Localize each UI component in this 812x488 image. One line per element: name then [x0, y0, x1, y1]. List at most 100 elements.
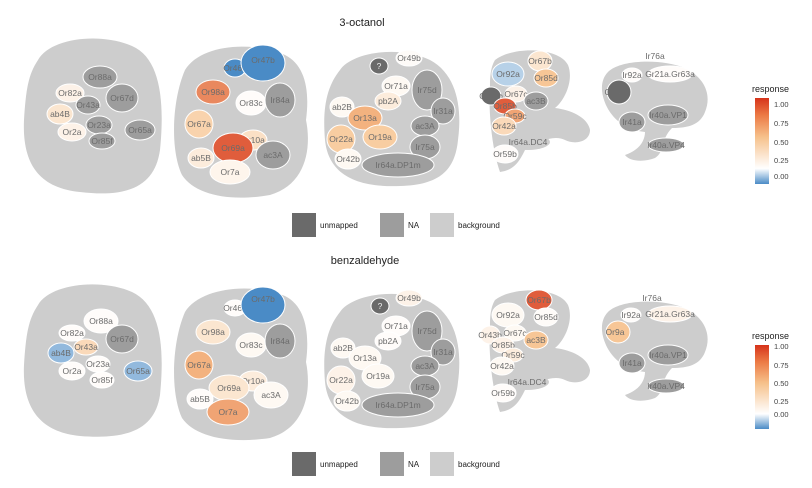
glomerulus-ir92a: Ir92a	[620, 307, 642, 323]
glomerulus-or85f: Or85f	[88, 132, 116, 150]
svg-text:Or9a: Or9a	[605, 87, 624, 97]
glomerulus-or83c: Or83c	[235, 90, 267, 116]
glomerulus-or85f: Or85f	[89, 371, 115, 389]
svg-text:ab4B: ab4B	[50, 109, 70, 119]
svg-text:ac3B: ac3B	[526, 335, 546, 345]
svg-text:Or67a: Or67a	[187, 119, 211, 129]
glomerulus-or49b: Or49b	[395, 289, 423, 307]
glomerulus-or69a: Or69a	[208, 374, 250, 402]
glomerulus-ab4b: ab4B	[47, 342, 75, 364]
colorbar-tick: 0.25	[774, 156, 789, 165]
svg-text:pb2A: pb2A	[378, 96, 398, 106]
glomerulus-ab4b: ab4B	[46, 103, 74, 125]
brain-map-1: Or88a Or82a ab4B Or43a Or67d Or2a Or23a …	[23, 284, 162, 437]
svg-text:Or67d: Or67d	[110, 93, 134, 103]
glomerulus-or43a: Or43a	[75, 95, 101, 115]
glomerulus-or59b: Or59b	[489, 383, 517, 403]
svg-text:Ir40a.VP1: Ir40a.VP1	[649, 350, 687, 360]
svg-text:Or10a: Or10a	[241, 135, 265, 145]
legend-swatch-background	[430, 452, 454, 476]
svg-text:Ir40a.VP4: Ir40a.VP4	[647, 140, 685, 150]
glomerulus-ir92a: Ir92a	[621, 67, 643, 83]
svg-text:Or59c: Or59c	[501, 350, 525, 360]
glomerulus-or22a: Or22a	[326, 124, 356, 154]
svg-text:Gr21a.Gr63a: Gr21a.Gr63a	[645, 309, 695, 319]
svg-text:Or19a: Or19a	[366, 371, 390, 381]
glomerulus-or98a: Or98a	[195, 79, 231, 105]
svg-text:Ir31a: Ir31a	[433, 106, 453, 116]
legend-swatch-background	[430, 213, 454, 237]
svg-text:Or23a: Or23a	[86, 359, 110, 369]
svg-text:Ir41a: Ir41a	[622, 117, 642, 127]
glomerulus-ab5b: ab5B	[186, 388, 214, 410]
glomerulus-or2a: Or2a	[58, 361, 86, 381]
svg-text:Ir92a: Ir92a	[622, 70, 642, 80]
glomerulus-or13a: Or13a	[347, 105, 383, 131]
svg-text:Or59b: Or59b	[491, 388, 515, 398]
svg-text:pb2A: pb2A	[378, 336, 398, 346]
glomerulus-or7a: Or7a	[206, 398, 250, 426]
glomerulus-or23a: Or23a	[85, 355, 111, 373]
glomerulus-or9a: Or9a	[605, 79, 632, 105]
legend-swatch-unmapped	[292, 452, 316, 476]
svg-text:Or13a: Or13a	[353, 113, 377, 123]
glomerulus-ir41a: Ir41a	[618, 352, 646, 374]
legend-label-unmapped: unmapped	[320, 460, 358, 469]
svg-text:Or85d: Or85d	[534, 73, 558, 83]
glomerulus-or23a: Or23a	[85, 115, 113, 135]
svg-text:Ir41a: Ir41a	[622, 358, 642, 368]
svg-text:Or69a: Or69a	[217, 383, 241, 393]
glomerulus-unmapped-question: ?	[370, 297, 390, 315]
svg-text:Or98a: Or98a	[201, 87, 225, 97]
glomerulus-unmapped-question: ?	[369, 57, 389, 75]
glomerulus-ir64a-dp1m: Ir64a.DP1m	[361, 152, 435, 178]
colorbar-tick: 1.00	[774, 342, 789, 351]
glomerulus-ir40a-vp1: Ir40a.VP1	[647, 104, 689, 126]
svg-text:Or13a: Or13a	[353, 353, 377, 363]
svg-text:Ir40a.VP4: Ir40a.VP4	[647, 381, 685, 391]
svg-text:Or42b: Or42b	[335, 396, 359, 406]
svg-text:Or9a: Or9a	[606, 327, 625, 337]
brain-map-3: ? Or49b Or71a Ir75d ab2B pb2A Ir31a Or13…	[324, 49, 460, 187]
brain-map-3: ? Or49b Or71a Ir75d ab2B pb2A Or13a Ir31…	[324, 289, 460, 429]
colorbar-gradient	[755, 98, 769, 184]
glomerulus-or98a: Or98a	[195, 319, 231, 345]
svg-text:Or59b: Or59b	[493, 149, 517, 159]
legend-swatch-na	[380, 213, 404, 237]
glomerulus-or59b: Or59b	[491, 144, 519, 164]
svg-text:Ir64a.DP1m: Ir64a.DP1m	[375, 400, 420, 410]
glomerulus-or67a: Or67a	[184, 109, 214, 139]
svg-text:Or83c: Or83c	[239, 340, 263, 350]
glomerulus-ir76a: Ir76a	[645, 51, 665, 61]
glomerulus-pb2a: pb2A	[374, 331, 402, 351]
svg-text:Ir64a.DC4: Ir64a.DC4	[508, 377, 547, 387]
glomerulus-or69a: Or69a	[212, 132, 254, 164]
svg-text:ab2B: ab2B	[333, 343, 353, 353]
svg-text:ab5B: ab5B	[191, 153, 211, 163]
svg-text:ab4B: ab4B	[51, 348, 71, 358]
svg-text:Or82a: Or82a	[58, 88, 82, 98]
glomerulus-ir40a-vp4: Ir40a.VP4	[647, 137, 685, 153]
colorbar-tick: 0.75	[774, 119, 789, 128]
glomerulus-ac3a: ac3A	[253, 381, 289, 409]
brain-map-4: Or92a Or67b Or85d Or43b Or67c Or85b ac3B…	[479, 50, 590, 173]
svg-text:Or82a: Or82a	[60, 328, 84, 338]
brain-map-2: Or46a Or47b Or98a Or83c Ir84a Or67a Or10…	[174, 44, 308, 198]
svg-text:Or43a: Or43a	[74, 342, 98, 352]
glomerulus-or67b: Or67b	[527, 50, 553, 72]
glomerulus-ac3b: ac3B	[523, 330, 549, 350]
colorbar-tick: 0.75	[774, 361, 789, 370]
svg-text:Or10a: Or10a	[241, 376, 265, 386]
svg-text:Or85b: Or85b	[491, 340, 515, 350]
panel-title: 3-octanol	[339, 17, 384, 29]
legend-swatch-unmapped	[292, 213, 316, 237]
svg-text:Or43b: Or43b	[479, 91, 503, 101]
svg-text:Ir40a.VP1: Ir40a.VP1	[649, 110, 687, 120]
glomerulus-gr21a-gr63a: Gr21a.Gr63a	[645, 65, 695, 83]
svg-text:Or85b: Or85b	[493, 101, 517, 111]
legend-label-na: NA	[408, 460, 420, 469]
svg-text:Or43a: Or43a	[76, 100, 100, 110]
glomerulus-or67d: Or67d	[105, 83, 139, 113]
glomerulus-ir84a: Ir84a	[264, 323, 296, 359]
